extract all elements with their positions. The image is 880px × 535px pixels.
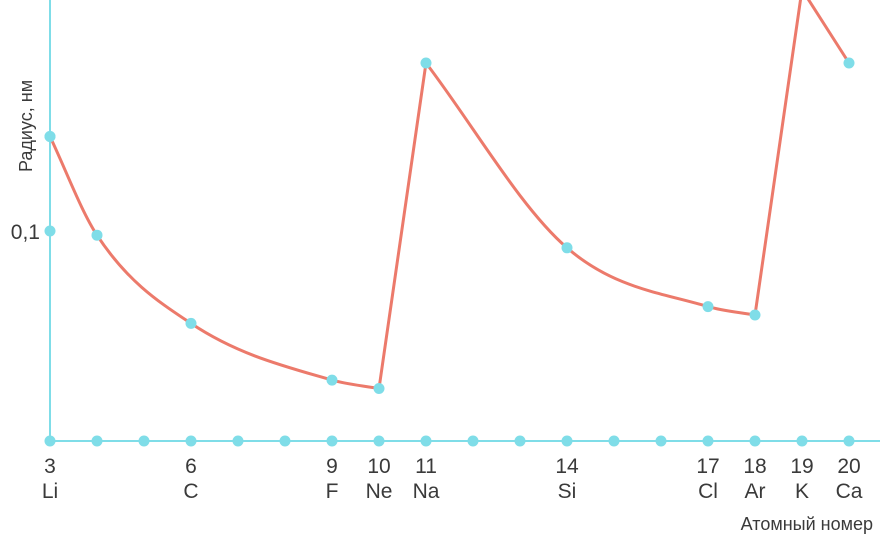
series-line-segment (806, 0, 851, 65)
x-axis-point (843, 435, 855, 447)
axes (48, 0, 880, 442)
data-point (420, 57, 432, 69)
data-point (702, 301, 714, 313)
series-line-segment (753, 0, 802, 317)
x-tick-number: 18 (743, 455, 766, 478)
x-tick-element: F (326, 480, 339, 503)
data-points (44, 57, 855, 394)
x-tick-number: 10 (367, 455, 390, 478)
x-axis-point (373, 435, 385, 447)
data-point (561, 242, 573, 254)
series-line-segment (48, 135, 381, 390)
data-point (373, 383, 385, 394)
x-axis-point (514, 435, 526, 447)
x-axis-point (796, 435, 808, 447)
x-axis-point (232, 435, 244, 447)
x-axis-point (608, 435, 620, 447)
x-tick-number: 19 (790, 455, 813, 478)
x-axis-point (91, 435, 103, 447)
x-tick-number: 9 (326, 455, 338, 478)
x-axis-point (326, 435, 338, 447)
x-axis-title: Атомный номер (741, 514, 873, 534)
x-tick-element: Li (42, 480, 58, 503)
x-axis-point (655, 435, 667, 447)
x-tick-element: C (183, 480, 198, 503)
x-tick-element: K (795, 480, 809, 503)
y-tick-label: 0,1 (11, 221, 40, 244)
data-point (185, 317, 197, 329)
y-axis-point (44, 225, 56, 237)
x-tick-number: 11 (415, 455, 437, 478)
data-point (843, 57, 855, 69)
x-tick-number: 17 (696, 455, 719, 478)
data-point (44, 131, 56, 142)
x-axis-point (420, 435, 432, 447)
x-tick-element: Ar (745, 480, 766, 503)
x-axis-point (749, 435, 761, 447)
x-axis-point (467, 435, 479, 447)
x-axis-points (44, 435, 855, 447)
data-point (749, 309, 761, 321)
x-tick-element: Si (558, 480, 577, 503)
x-axis-point (44, 435, 56, 447)
x-axis-point (185, 435, 197, 447)
data-point (91, 229, 103, 241)
y-tick-labels: 0,1 (11, 221, 40, 244)
x-tick-element: Na (413, 480, 440, 503)
x-tick-number: 14 (555, 455, 579, 478)
x-axis-point (702, 435, 714, 447)
data-point (326, 374, 338, 386)
radius-series (48, 0, 851, 390)
x-tick-element: Ca (836, 480, 863, 503)
x-axis-point (279, 435, 291, 447)
x-axis-point (138, 435, 150, 447)
x-tick-element: Ne (366, 480, 393, 503)
y-axis-title: Радиус, нм (16, 80, 36, 172)
x-axis-point (561, 435, 573, 447)
x-tick-element: Cl (698, 480, 718, 503)
series-line-segment (377, 61, 428, 390)
series-line-segment (424, 61, 757, 317)
x-tick-number: 3 (44, 455, 56, 478)
x-tick-number: 6 (185, 455, 197, 478)
x-tick-number: 20 (837, 455, 860, 478)
